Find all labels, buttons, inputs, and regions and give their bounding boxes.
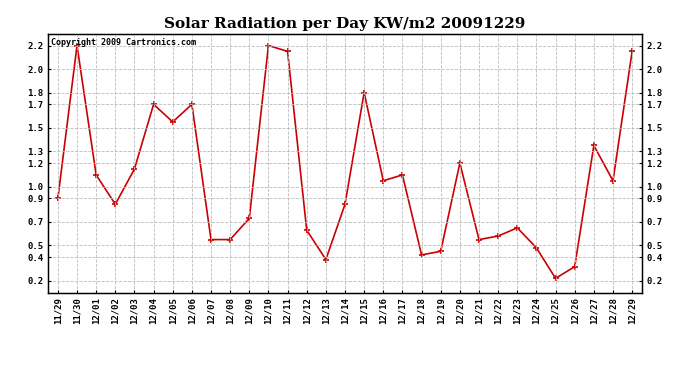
Text: Copyright 2009 Cartronics.com: Copyright 2009 Cartronics.com <box>51 38 196 46</box>
Title: Solar Radiation per Day KW/m2 20091229: Solar Radiation per Day KW/m2 20091229 <box>164 17 526 31</box>
